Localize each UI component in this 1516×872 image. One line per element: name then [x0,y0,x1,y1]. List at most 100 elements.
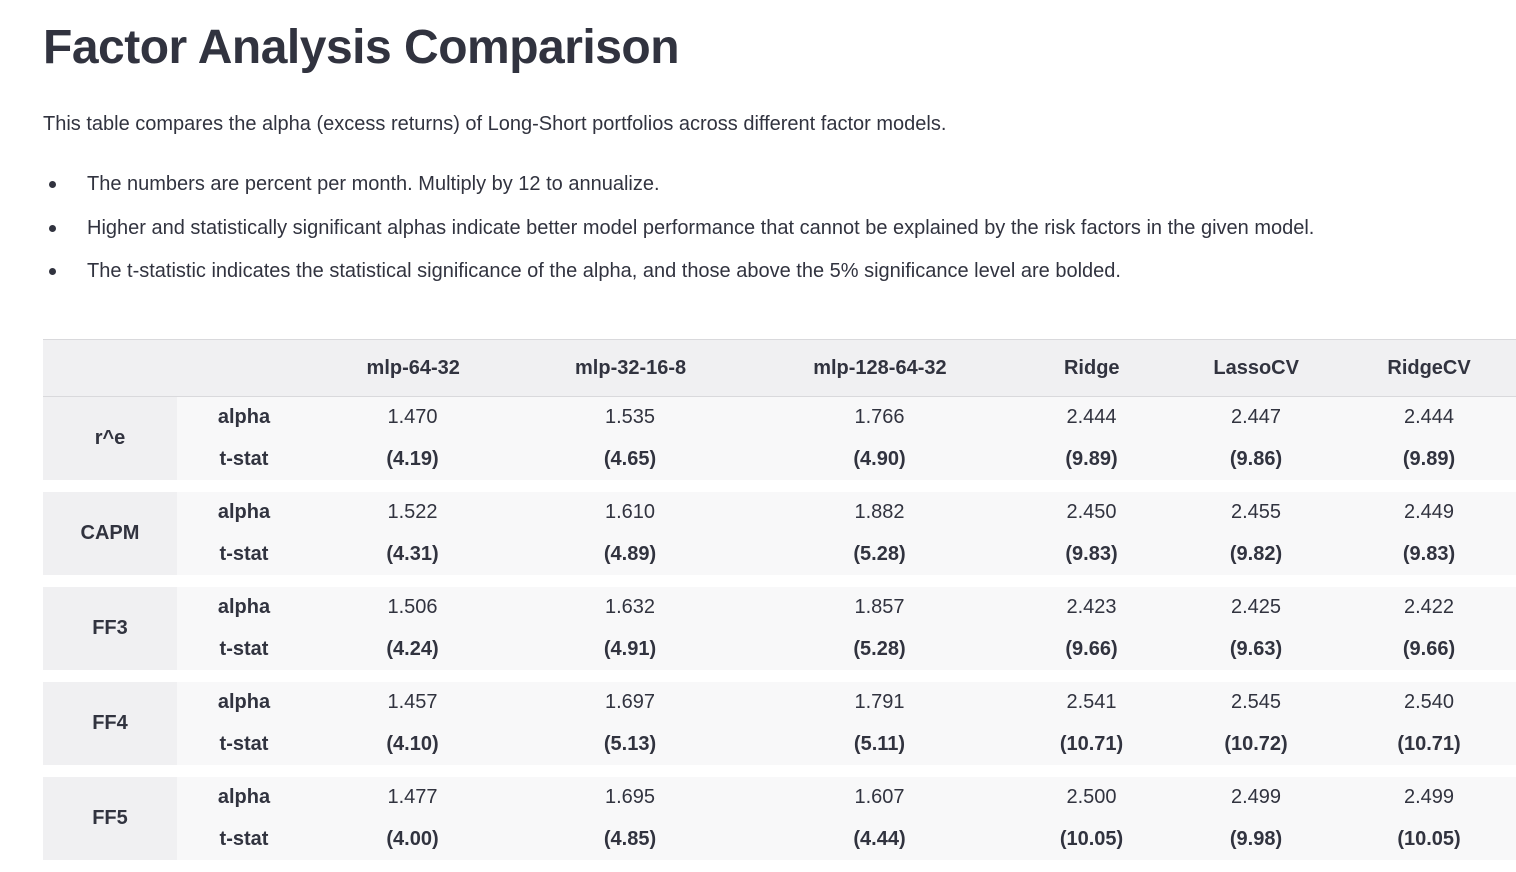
table-row: alpha 1.457 1.697 1.791 2.541 2.545 2.540 [177,682,1516,724]
note-item: The numbers are percent per month. Multi… [43,170,1314,214]
alpha-cell: 2.500 [1066,786,1117,809]
alpha-cell: 2.444 [1066,406,1117,429]
tstat-cell: (9.89) [1065,447,1118,470]
group-rows: alpha 1.506 1.632 1.857 2.423 2.425 2.422 t-sta… [177,587,1516,670]
tstat-cell: (10.05) [1059,827,1124,850]
alpha-cell: 1.632 [604,596,656,619]
tstat-cell: (4.44) [853,827,906,850]
column-header: RidgeCV [1387,356,1471,379]
table-group: FF5 alpha 1.477 1.695 1.607 2.500 2.499 2.499 t-… [43,777,1516,860]
alpha-cell: 2.449 [1403,501,1455,524]
column-header: Ridge [1063,356,1120,379]
intro-text: This table compares the alpha (excess re… [43,113,947,135]
group-rows: alpha 1.457 1.697 1.791 2.541 2.545 2.540 t-sta… [177,682,1516,765]
tstat-cell: (4.19) [386,447,439,470]
table-row: t-stat (4.19) (4.65) (4.90) (9.89) (9.86) (9.8… [177,439,1516,481]
alpha-cell: 1.535 [604,406,656,429]
tstat-cell: (9.83) [1065,542,1118,565]
tstat-cell: (4.00) [386,827,439,850]
tstat-cell: (5.13) [603,732,657,755]
alpha-cell: 1.857 [854,596,905,619]
group-label: r^e [43,397,177,480]
tstat-cell: (5.28) [853,637,906,660]
tstat-cell: (4.24) [386,637,439,660]
row-label: t-stat [219,542,269,565]
alpha-cell: 1.506 [387,596,438,619]
alpha-cell: 2.444 [1403,406,1455,429]
alpha-cell: 1.522 [387,501,438,524]
tstat-cell: (4.90) [853,447,906,470]
tstat-cell: (9.86) [1229,447,1283,470]
tstat-cell: (4.10) [386,732,439,755]
tstat-cell: (9.98) [1229,827,1283,850]
tstat-cell: (9.89) [1402,447,1456,470]
alpha-cell: 2.499 [1403,786,1455,809]
alpha-cell: 2.423 [1066,596,1117,619]
tstat-cell: (9.82) [1229,542,1283,565]
alpha-cell: 2.422 [1403,596,1455,619]
group-label: CAPM [43,492,177,575]
row-label: alpha [217,501,271,524]
alpha-cell: 2.541 [1066,691,1117,714]
alpha-cell: 1.766 [854,406,905,429]
tstat-cell: (10.71) [1397,732,1461,755]
tstat-cell: (4.91) [603,637,657,660]
alpha-cell: 1.882 [854,501,905,524]
row-label: alpha [217,596,271,619]
group-rows: alpha 1.470 1.535 1.766 2.444 2.447 2.444 t-sta… [177,397,1516,480]
alpha-cell: 1.610 [604,501,656,524]
alpha-cell: 1.791 [854,691,905,714]
table-row: t-stat (4.24) (4.91) (5.28) (9.66) (9.63) (9.6… [177,629,1516,671]
alpha-cell: 2.455 [1230,501,1282,524]
alpha-cell: 1.695 [604,786,656,809]
row-label: alpha [217,406,271,429]
tstat-cell: (9.63) [1229,637,1283,660]
table-group: r^e alpha 1.470 1.535 1.766 2.444 2.447 2.444 t-… [43,397,1516,480]
alpha-cell: 2.447 [1230,406,1282,429]
alpha-cell: 2.450 [1066,501,1117,524]
alpha-cell: 2.540 [1403,691,1455,714]
alpha-cell: 1.697 [604,691,656,714]
alpha-cell: 2.499 [1230,786,1282,809]
table-group: FF3 alpha 1.506 1.632 1.857 2.423 2.425 2.422 t-… [43,587,1516,670]
tstat-cell: (10.72) [1224,732,1288,755]
table-row: alpha 1.470 1.535 1.766 2.444 2.447 2.444 [177,397,1516,439]
row-label: t-stat [219,637,269,660]
alpha-cell: 2.425 [1230,596,1282,619]
tstat-cell: (4.31) [386,542,439,565]
row-label: t-stat [219,447,269,470]
row-label: alpha [217,786,271,809]
alpha-cell: 2.545 [1230,691,1282,714]
table-header: mlp-64-32 mlp-32-16-8 mlp-128-64-32 Ridg… [43,339,1516,397]
column-header: mlp-128-64-32 [813,356,947,379]
row-label: alpha [217,691,271,714]
row-label: t-stat [219,827,269,850]
note-item: The t-statistic indicates the statistica… [43,257,1314,301]
tstat-cell: (9.83) [1402,542,1456,565]
tstat-cell: (4.89) [603,542,657,565]
table-group: CAPM alpha 1.522 1.610 1.882 2.450 2.455 2.449 t… [43,492,1516,575]
table-row: alpha 1.522 1.610 1.882 2.450 2.455 2.449 [177,492,1516,534]
alpha-cell: 1.470 [387,406,438,429]
tstat-cell: (10.05) [1397,827,1461,850]
table-body: r^e alpha 1.470 1.535 1.766 2.444 2.447 2.444 t-… [43,397,1516,860]
tstat-cell: (4.85) [603,827,657,850]
notes-list: The numbers are percent per month. Multi… [43,170,1314,301]
tstat-cell: (9.66) [1402,637,1456,660]
column-header: mlp-32-16-8 [575,356,687,379]
group-label: FF5 [43,777,177,860]
table-row: alpha 1.477 1.695 1.607 2.500 2.499 2.499 [177,777,1516,819]
group-label: FF3 [43,587,177,670]
table-group: FF4 alpha 1.457 1.697 1.791 2.541 2.545 2.540 t-… [43,682,1516,765]
group-rows: alpha 1.522 1.610 1.882 2.450 2.455 2.449 t-sta… [177,492,1516,575]
factor-table: mlp-64-32 mlp-32-16-8 mlp-128-64-32 Ridg… [43,339,1516,872]
group-rows: alpha 1.477 1.695 1.607 2.500 2.499 2.499 t-sta… [177,777,1516,860]
table-row: alpha 1.506 1.632 1.857 2.423 2.425 2.422 [177,587,1516,629]
alpha-cell: 1.457 [387,691,438,714]
table-row: t-stat (4.10) (5.13) (5.11) (10.71) (10.72) (1… [177,724,1516,766]
tstat-cell: (10.71) [1059,732,1124,755]
column-header: mlp-64-32 [366,356,460,379]
column-header: LassoCV [1213,356,1299,379]
tstat-cell: (4.65) [603,447,657,470]
